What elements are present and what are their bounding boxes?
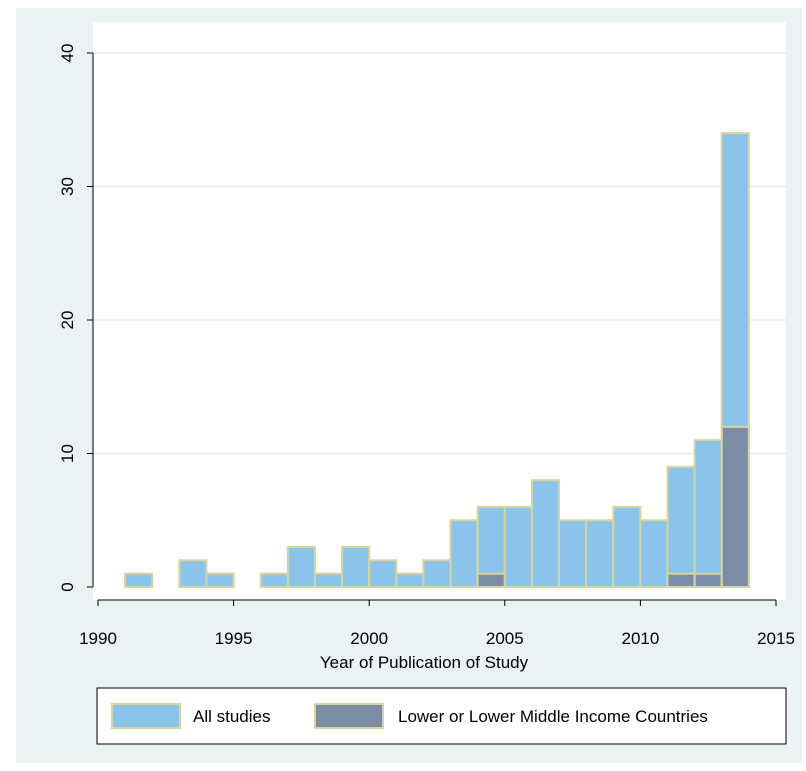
x-tick-label-1995: 1995 [215, 629, 253, 648]
bar-all-studies-1993 [178, 559, 208, 588]
x-tick-label-2010: 2010 [621, 629, 659, 648]
y-tick-label-30: 30 [58, 177, 77, 196]
y-tick-label-40: 40 [58, 44, 77, 63]
y-tick-label-10: 10 [58, 444, 77, 463]
legend-label-lower-income: Lower or Lower Middle Income Countries [398, 707, 708, 726]
bar-all-studies-2009 [612, 505, 642, 588]
x-tick-label-2005: 2005 [486, 629, 524, 648]
bar-all-studies-2008 [585, 519, 615, 588]
bar-all-studies-2010 [639, 519, 669, 588]
x-tick-label-2015: 2015 [757, 629, 795, 648]
legend: All studies Lower or Lower Middle Income… [96, 687, 787, 745]
legend-box [96, 687, 787, 745]
bar-all-studies-2007 [558, 519, 588, 588]
bars [124, 132, 750, 589]
x-tick-label-1990: 1990 [79, 629, 117, 648]
bar-all-studies-1997 [286, 545, 316, 589]
bar-all-studies-2012 [693, 439, 723, 588]
bar-all-studies-1998 [313, 572, 344, 589]
x-tick-label-2000: 2000 [350, 629, 388, 648]
x-axis-title: Year of Publication of Study [320, 653, 529, 672]
bar-all-studies-2011 [666, 465, 696, 589]
bar-lower-income-2004 [476, 572, 506, 589]
bar-all-studies-1999 [341, 545, 371, 589]
bar-all-studies-2002 [422, 559, 452, 588]
bar-all-studies-2006 [530, 479, 561, 589]
bar-lower-income-2013 [720, 425, 750, 588]
legend-swatch-lower-income [314, 703, 384, 729]
bar-all-studies-1996 [259, 572, 289, 589]
y-tick-label-0: 0 [58, 582, 77, 591]
legend-label-all-studies: All studies [193, 707, 270, 726]
y-tick-label-20: 20 [58, 311, 77, 330]
bar-all-studies-2001 [395, 572, 425, 589]
bar-lower-income-2012 [693, 572, 723, 589]
bar-all-studies-1991 [124, 572, 154, 589]
bar-all-studies-2005 [503, 505, 533, 588]
bar-lower-income-2011 [666, 572, 696, 589]
axes: 0 10 20 30 40 1990 1995 2000 2005 2010 2015 [58, 44, 795, 648]
legend-swatch-all-studies [111, 703, 181, 729]
bar-all-studies-2000 [368, 559, 398, 588]
grid-lines [93, 52, 786, 455]
bar-all-studies-2003 [449, 519, 479, 588]
bar-all-studies-1994 [205, 572, 235, 589]
